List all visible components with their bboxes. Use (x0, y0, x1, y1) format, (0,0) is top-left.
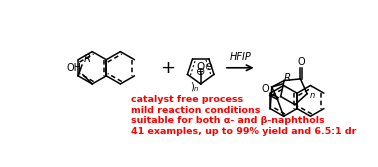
Text: O: O (261, 84, 269, 94)
Text: mild reaction conditions: mild reaction conditions (131, 106, 260, 115)
Text: suitable for both α- and β-naphthols: suitable for both α- and β-naphthols (131, 116, 325, 125)
Text: OH: OH (67, 63, 81, 73)
Text: ⊕: ⊕ (196, 67, 205, 77)
Text: catalyst free process: catalyst free process (131, 95, 243, 104)
Text: O: O (297, 57, 305, 67)
Text: R: R (84, 54, 91, 64)
Text: ⊖: ⊖ (204, 62, 212, 72)
Text: HFIP: HFIP (229, 52, 251, 62)
Text: )$_n$: )$_n$ (190, 80, 200, 94)
Text: 41 examples, up to 99% yield and 6.5:1 dr: 41 examples, up to 99% yield and 6.5:1 d… (131, 127, 356, 136)
Text: R: R (284, 73, 291, 83)
Text: $n$: $n$ (310, 91, 316, 100)
Text: O: O (197, 62, 205, 72)
Text: +: + (160, 59, 175, 77)
